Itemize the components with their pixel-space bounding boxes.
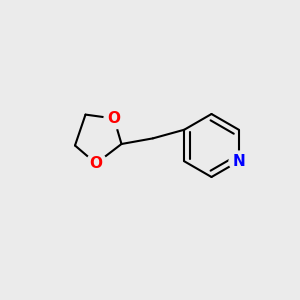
Text: O: O [107, 111, 121, 126]
Text: O: O [89, 156, 103, 171]
Text: N: N [232, 154, 245, 169]
